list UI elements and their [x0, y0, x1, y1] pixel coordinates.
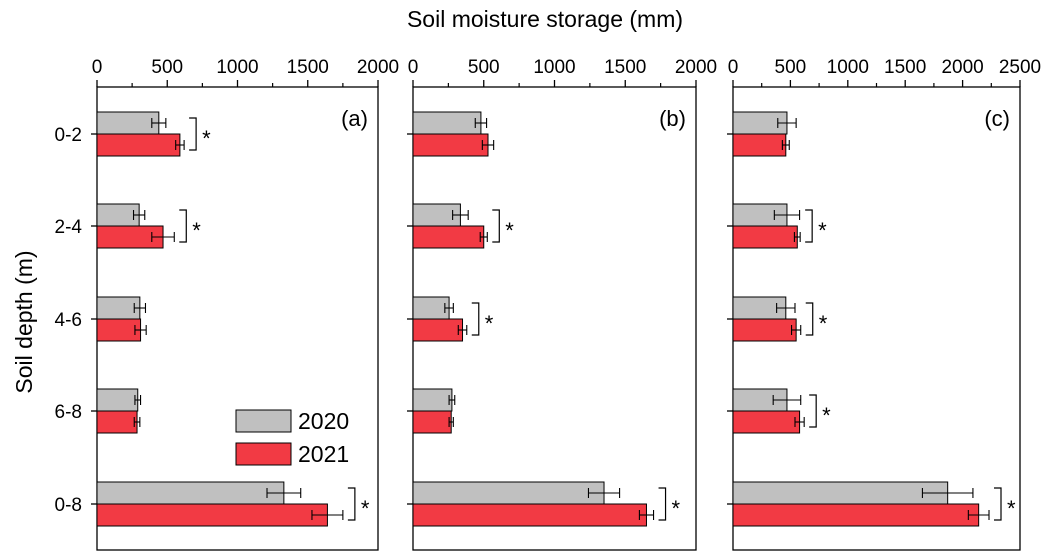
x-tick-label: 2500 [999, 57, 1041, 78]
bar-2021-4-6 [412, 318, 464, 342]
panel-label: (b) [659, 106, 686, 131]
bar-2020-0-8 [96, 481, 285, 505]
figure-x-axis-title: Soil moisture storage (mm) [407, 6, 683, 32]
significance-bracket [994, 487, 1002, 521]
bar-2020-4-6 [412, 296, 450, 320]
significance-marker: * [192, 218, 201, 243]
x-tick-label: 500 [468, 57, 500, 78]
bar-2020-0-8 [732, 481, 949, 505]
x-tick-label: 1500 [884, 57, 926, 78]
bar-2021-6-8 [96, 410, 138, 434]
y-tick-label: 6-8 [55, 402, 82, 423]
significance-marker: * [1007, 496, 1016, 521]
significance-marker: * [202, 126, 211, 151]
bar-2021-0-2 [732, 133, 787, 157]
significance-marker: * [818, 218, 827, 243]
bar-2021-6-8 [412, 410, 452, 434]
bar-2020-0-2 [96, 111, 160, 135]
bar-2020-2-4 [96, 203, 140, 227]
x-tick-label: 0 [92, 57, 103, 78]
x-tick-label: 500 [151, 57, 183, 78]
bar-2021-0-8 [732, 503, 980, 527]
legend-label-2021: 2021 [298, 441, 349, 467]
legend-swatch-2020 [235, 409, 292, 433]
significance-bracket [658, 487, 667, 521]
bar-2020-0-2 [412, 111, 482, 135]
bar-2021-6-8 [732, 410, 801, 434]
legend-swatch-2021 [235, 442, 292, 466]
significance-marker: * [672, 496, 681, 521]
bar-2021-0-2 [412, 133, 489, 157]
bar-2021-2-4 [412, 225, 485, 249]
significance-bracket [471, 302, 480, 336]
significance-marker: * [822, 403, 831, 428]
x-tick-label: 1500 [604, 57, 646, 78]
x-tick-label: 2000 [941, 57, 983, 78]
x-tick-label: 1500 [287, 57, 329, 78]
y-tick-label: 4-6 [55, 310, 82, 331]
bar-2020-4-6 [96, 296, 141, 320]
x-tick-label: 500 [775, 57, 807, 78]
x-tick-label: 2000 [675, 57, 717, 78]
significance-bracket [347, 487, 356, 521]
bar-2020-6-8 [412, 388, 453, 412]
bar-2021-2-4 [732, 225, 798, 249]
legend-label-2020: 2020 [298, 408, 349, 434]
bar-2021-4-6 [732, 318, 797, 342]
bar-2021-0-8 [96, 503, 328, 527]
significance-marker: * [819, 311, 828, 336]
significance-bracket [805, 302, 814, 336]
x-tick-label: 0 [408, 57, 419, 78]
y-tick-label: 2-4 [55, 217, 83, 238]
bar-2021-0-8 [412, 503, 647, 527]
y-tick-label: 0-8 [55, 495, 82, 516]
bar-2021-4-6 [96, 318, 142, 342]
significance-marker: * [485, 311, 494, 336]
legend: 2020 2021 [235, 408, 349, 467]
panel-2: 0 500 1000 1500 2000 * * * (b) [407, 57, 717, 551]
significance-marker: * [361, 496, 370, 521]
figure-y-axis-title: Soil depth (m) [11, 250, 37, 393]
significance-bracket [809, 394, 817, 428]
panel-3: 0 500 1000 1500 2000 2500 * * * * (c) [727, 57, 1041, 551]
significance-bracket [179, 209, 187, 243]
significance-bracket [805, 209, 813, 243]
significance-bracket [189, 117, 197, 151]
panel-label: (a) [341, 106, 368, 131]
x-tick-label: 1000 [216, 57, 258, 78]
x-tick-label: 1000 [827, 57, 869, 78]
panel-1: 0 500 1000 1500 2000 0-2 2-4 4-6 6-8 0-8 * * * (a) [55, 57, 399, 551]
bar-2021-0-2 [96, 133, 181, 157]
x-tick-label: 0 [728, 57, 739, 78]
x-tick-label: 1000 [533, 57, 575, 78]
x-tick-label: 2000 [357, 57, 399, 78]
y-tick-label: 0-2 [55, 125, 82, 146]
panel-label: (c) [984, 106, 1010, 131]
significance-marker: * [505, 218, 514, 243]
bar-2020-0-8 [412, 481, 605, 505]
bar-2020-6-8 [96, 388, 139, 412]
chart-panels: 0 500 1000 1500 2000 0-2 2-4 4-6 6-8 0-8 * * * (a) 0 50… [55, 57, 1041, 551]
significance-bracket [492, 209, 500, 243]
